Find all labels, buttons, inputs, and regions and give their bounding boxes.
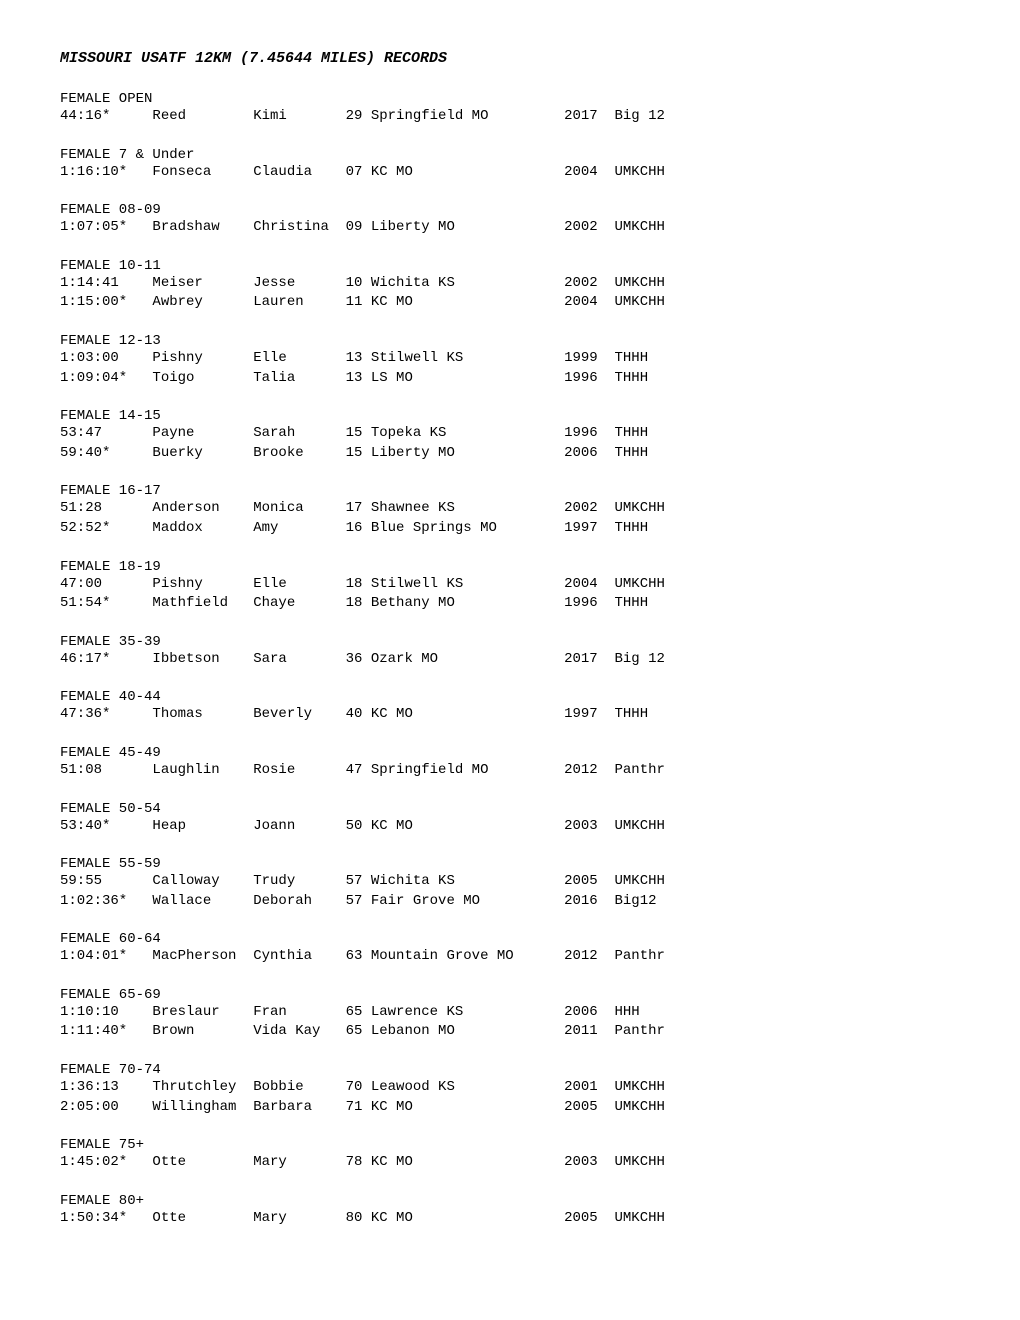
record-row: 53:47 Payne Sarah 15 Topeka KS 1996 THHH [60,424,960,444]
category-name: FEMALE 40-44 [60,689,960,705]
category-block: FEMALE 80+1:50:34* Otte Mary 80 KC MO 20… [60,1193,960,1229]
category-name: FEMALE 50-54 [60,801,960,817]
category-block: FEMALE 50-5453:40* Heap Joann 50 KC MO 2… [60,801,960,837]
category-block: FEMALE 35-3946:17* Ibbetson Sara 36 Ozar… [60,634,960,670]
category-block: FEMALE 12-131:03:00 Pishny Elle 13 Stilw… [60,333,960,388]
category-name: FEMALE 18-19 [60,559,960,575]
category-block: FEMALE 65-691:10:10 Breslaur Fran 65 Law… [60,987,960,1042]
record-row: 51:28 Anderson Monica 17 Shawnee KS 2002… [60,499,960,519]
category-block: FEMALE 18-1947:00 Pishny Elle 18 Stilwel… [60,559,960,614]
category-name: FEMALE 70-74 [60,1062,960,1078]
category-block: FEMALE 40-4447:36* Thomas Beverly 40 KC … [60,689,960,725]
record-row: 47:36* Thomas Beverly 40 KC MO 1997 THHH [60,705,960,725]
category-block: FEMALE 60-641:04:01* MacPherson Cynthia … [60,931,960,967]
record-row: 51:54* Mathfield Chaye 18 Bethany MO 199… [60,594,960,614]
category-name: FEMALE 10-11 [60,258,960,274]
document-title: MISSOURI USATF 12KM (7.45644 MILES) RECO… [60,50,960,67]
record-row: 1:10:10 Breslaur Fran 65 Lawrence KS 200… [60,1003,960,1023]
category-block: FEMALE 45-4951:08 Laughlin Rosie 47 Spri… [60,745,960,781]
category-block: FEMALE 55-5959:55 Calloway Trudy 57 Wich… [60,856,960,911]
category-block: FEMALE 08-091:07:05* Bradshaw Christina … [60,202,960,238]
record-row: 1:15:00* Awbrey Lauren 11 KC MO 2004 UMK… [60,293,960,313]
record-row: 47:00 Pishny Elle 18 Stilwell KS 2004 UM… [60,575,960,595]
record-row: 1:14:41 Meiser Jesse 10 Wichita KS 2002 … [60,274,960,294]
record-row: 1:04:01* MacPherson Cynthia 63 Mountain … [60,947,960,967]
record-row: 1:07:05* Bradshaw Christina 09 Liberty M… [60,218,960,238]
category-name: FEMALE 12-13 [60,333,960,349]
record-row: 1:45:02* Otte Mary 78 KC MO 2003 UMKCHH [60,1153,960,1173]
record-row: 51:08 Laughlin Rosie 47 Springfield MO 2… [60,761,960,781]
category-name: FEMALE 45-49 [60,745,960,761]
records-container: FEMALE OPEN44:16* Reed Kimi 29 Springfie… [60,91,960,1228]
record-row: 53:40* Heap Joann 50 KC MO 2003 UMKCHH [60,817,960,837]
category-block: FEMALE 70-741:36:13 Thrutchley Bobbie 70… [60,1062,960,1117]
record-row: 1:36:13 Thrutchley Bobbie 70 Leawood KS … [60,1078,960,1098]
record-row: 1:09:04* Toigo Talia 13 LS MO 1996 THHH [60,369,960,389]
category-name: FEMALE OPEN [60,91,960,107]
record-row: 59:40* Buerky Brooke 15 Liberty MO 2006 … [60,444,960,464]
record-row: 46:17* Ibbetson Sara 36 Ozark MO 2017 Bi… [60,650,960,670]
category-block: FEMALE 10-111:14:41 Meiser Jesse 10 Wich… [60,258,960,313]
record-row: 52:52* Maddox Amy 16 Blue Springs MO 199… [60,519,960,539]
record-row: 1:50:34* Otte Mary 80 KC MO 2005 UMKCHH [60,1209,960,1229]
category-block: FEMALE OPEN44:16* Reed Kimi 29 Springfie… [60,91,960,127]
category-name: FEMALE 75+ [60,1137,960,1153]
category-name: FEMALE 60-64 [60,931,960,947]
record-row: 1:11:40* Brown Vida Kay 65 Lebanon MO 20… [60,1022,960,1042]
category-block: FEMALE 14-1553:47 Payne Sarah 15 Topeka … [60,408,960,463]
category-name: FEMALE 08-09 [60,202,960,218]
category-name: FEMALE 14-15 [60,408,960,424]
category-name: FEMALE 35-39 [60,634,960,650]
category-name: FEMALE 7 & Under [60,147,960,163]
category-block: FEMALE 75+1:45:02* Otte Mary 78 KC MO 20… [60,1137,960,1173]
record-row: 59:55 Calloway Trudy 57 Wichita KS 2005 … [60,872,960,892]
record-row: 1:02:36* Wallace Deborah 57 Fair Grove M… [60,892,960,912]
category-block: FEMALE 7 & Under1:16:10* Fonseca Claudia… [60,147,960,183]
record-row: 2:05:00 Willingham Barbara 71 KC MO 2005… [60,1098,960,1118]
category-name: FEMALE 16-17 [60,483,960,499]
record-row: 1:16:10* Fonseca Claudia 07 KC MO 2004 U… [60,163,960,183]
record-row: 1:03:00 Pishny Elle 13 Stilwell KS 1999 … [60,349,960,369]
record-row: 44:16* Reed Kimi 29 Springfield MO 2017 … [60,107,960,127]
category-block: FEMALE 16-1751:28 Anderson Monica 17 Sha… [60,483,960,538]
category-name: FEMALE 80+ [60,1193,960,1209]
category-name: FEMALE 55-59 [60,856,960,872]
category-name: FEMALE 65-69 [60,987,960,1003]
